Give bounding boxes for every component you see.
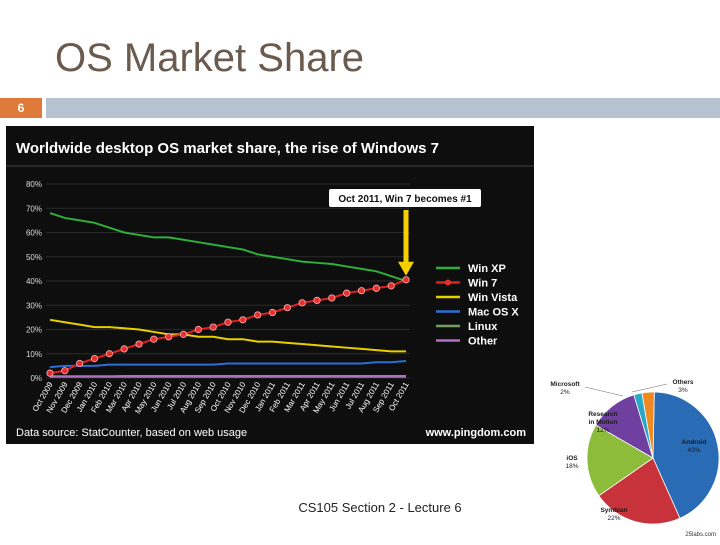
- data-source-note: Data source: StatCounter, based on web u…: [16, 427, 247, 439]
- data-point: [343, 290, 349, 296]
- title-underline-bar: [46, 98, 720, 118]
- pie-label: Research: [588, 411, 617, 418]
- data-point: [62, 368, 68, 374]
- page-number: 6: [0, 98, 42, 118]
- y-tick-label: 70%: [26, 204, 42, 213]
- data-point: [106, 351, 112, 357]
- legend-label: Linux: [468, 321, 498, 333]
- data-point: [165, 334, 171, 340]
- data-point: [47, 370, 53, 376]
- y-tick-label: 10%: [26, 350, 42, 359]
- data-point: [373, 285, 379, 291]
- data-point: [210, 324, 216, 330]
- data-point: [121, 346, 127, 352]
- chart-title: Worldwide desktop OS market share, the r…: [16, 140, 439, 157]
- chart-credit: www.pingdom.com: [425, 427, 527, 439]
- pie-label: Android: [682, 439, 707, 446]
- legend-label: Win Vista: [468, 292, 518, 304]
- annotation-text: Oct 2011, Win 7 becomes #1: [338, 194, 472, 205]
- pie-value-label: 22%: [607, 515, 620, 522]
- pie-label: iOS: [566, 455, 578, 462]
- leader-line: [585, 387, 623, 396]
- line-chart-panel: Worldwide desktop OS market share, the r…: [6, 126, 534, 444]
- annotation-arrow-head: [398, 262, 414, 276]
- legend-label: Mac OS X: [468, 307, 519, 319]
- pie-label: Others: [673, 379, 694, 386]
- pie-value-label: 18%: [565, 463, 578, 470]
- pie-value-label: 3%: [678, 387, 688, 394]
- data-point: [76, 360, 82, 366]
- data-point: [254, 312, 260, 318]
- data-point: [299, 300, 305, 306]
- data-point: [225, 319, 231, 325]
- y-tick-label: 60%: [26, 229, 42, 238]
- y-tick-label: 80%: [26, 180, 42, 189]
- y-tick-label: 20%: [26, 326, 42, 335]
- data-point: [284, 304, 290, 310]
- y-tick-label: 0%: [30, 374, 42, 383]
- pie-label: Microsoft: [550, 381, 580, 388]
- series-line-mac-os-x: [50, 361, 406, 367]
- data-point: [151, 336, 157, 342]
- pie-credit: 25labs.com: [685, 532, 716, 538]
- line-chart: Worldwide desktop OS market share, the r…: [6, 126, 534, 444]
- pie-value-label: 12%: [596, 427, 609, 434]
- slide-footer: CS105 Section 2 - Lecture 6: [0, 500, 720, 515]
- data-point: [388, 283, 394, 289]
- data-point: [314, 297, 320, 303]
- y-tick-label: 40%: [26, 277, 42, 286]
- data-point: [329, 295, 335, 301]
- series-line-win-xp: [50, 213, 406, 281]
- data-point: [136, 341, 142, 347]
- legend-label: Win 7: [468, 278, 497, 290]
- data-point: [180, 331, 186, 337]
- data-point: [195, 326, 201, 332]
- slide-title: OS Market Share: [55, 36, 364, 81]
- data-point: [358, 288, 364, 294]
- legend-label: Other: [468, 336, 498, 348]
- legend-label: Win XP: [468, 263, 506, 275]
- pie-value-label: 43%: [687, 447, 700, 454]
- legend-marker: [445, 280, 451, 286]
- data-point: [240, 317, 246, 323]
- leader-line: [632, 384, 667, 392]
- pie-label: in Motion: [589, 419, 618, 426]
- data-point: [269, 309, 275, 315]
- y-tick-label: 30%: [26, 301, 42, 310]
- y-tick-label: 50%: [26, 253, 42, 262]
- data-point: [91, 355, 97, 361]
- data-point: [403, 277, 409, 283]
- pie-value-label: 2%: [560, 389, 570, 396]
